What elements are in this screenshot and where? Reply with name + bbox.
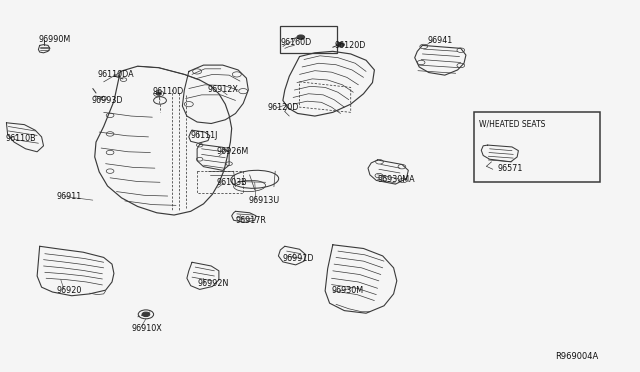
- Text: 96930M: 96930M: [332, 286, 364, 295]
- Text: 96991D: 96991D: [283, 254, 314, 263]
- Text: 96992N: 96992N: [197, 279, 228, 288]
- Text: 96910X: 96910X: [131, 324, 162, 333]
- Circle shape: [142, 312, 150, 317]
- Text: 96103B: 96103B: [216, 178, 247, 187]
- Text: 96930MA: 96930MA: [378, 175, 415, 184]
- Text: W/HEATED SEATS: W/HEATED SEATS: [479, 119, 545, 128]
- Text: 96917R: 96917R: [236, 216, 266, 225]
- Text: 96111J: 96111J: [191, 131, 218, 140]
- Text: 96110DA: 96110DA: [97, 70, 134, 79]
- Text: 96120D: 96120D: [268, 103, 299, 112]
- Text: 96920: 96920: [56, 286, 82, 295]
- Text: 96912X: 96912X: [208, 85, 239, 94]
- Text: 96120D: 96120D: [335, 41, 366, 50]
- Circle shape: [297, 35, 305, 39]
- Text: 96926M: 96926M: [216, 147, 248, 155]
- Text: 96571: 96571: [498, 164, 524, 173]
- Text: 96941: 96941: [428, 36, 452, 45]
- Text: 96913U: 96913U: [248, 196, 280, 205]
- Text: 96110D: 96110D: [152, 87, 184, 96]
- Text: 96110B: 96110B: [5, 134, 36, 143]
- Text: R969004A: R969004A: [556, 352, 599, 361]
- Text: 96993D: 96993D: [92, 96, 123, 105]
- Text: 96990M: 96990M: [38, 35, 70, 44]
- Circle shape: [156, 92, 161, 95]
- Bar: [474, 112, 600, 182]
- Text: 96160D: 96160D: [280, 38, 312, 46]
- Circle shape: [337, 42, 344, 47]
- Text: 96911: 96911: [56, 192, 81, 201]
- Bar: [280, 26, 337, 53]
